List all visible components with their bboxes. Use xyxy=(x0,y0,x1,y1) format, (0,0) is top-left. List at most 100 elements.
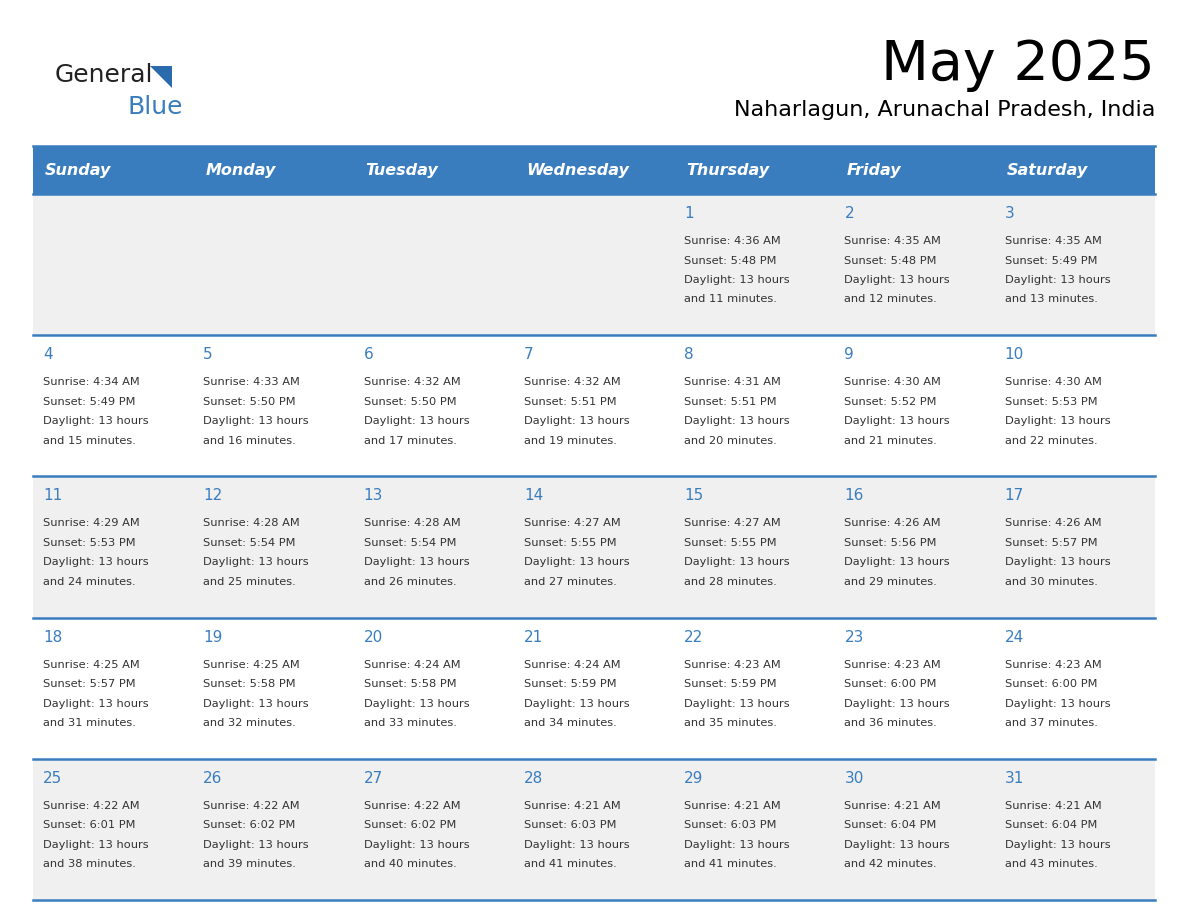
Text: 16: 16 xyxy=(845,488,864,503)
Text: 5: 5 xyxy=(203,347,213,363)
Text: Wednesday: Wednesday xyxy=(526,162,628,177)
Text: Sunrise: 4:22 AM: Sunrise: 4:22 AM xyxy=(364,800,460,811)
Text: 17: 17 xyxy=(1005,488,1024,503)
Text: Daylight: 13 hours: Daylight: 13 hours xyxy=(364,699,469,709)
Text: 20: 20 xyxy=(364,630,383,644)
Text: 30: 30 xyxy=(845,771,864,786)
Text: and 12 minutes.: and 12 minutes. xyxy=(845,295,937,305)
Text: 31: 31 xyxy=(1005,771,1024,786)
Text: Sunset: 6:00 PM: Sunset: 6:00 PM xyxy=(845,679,937,689)
Text: Sunrise: 4:24 AM: Sunrise: 4:24 AM xyxy=(524,660,620,669)
Text: Daylight: 13 hours: Daylight: 13 hours xyxy=(203,557,309,567)
Text: and 37 minutes.: and 37 minutes. xyxy=(1005,718,1098,728)
Text: and 29 minutes.: and 29 minutes. xyxy=(845,577,937,587)
Text: Sunrise: 4:33 AM: Sunrise: 4:33 AM xyxy=(203,377,301,387)
Text: Sunrise: 4:21 AM: Sunrise: 4:21 AM xyxy=(845,800,941,811)
Text: and 20 minutes.: and 20 minutes. xyxy=(684,436,777,446)
Text: Daylight: 13 hours: Daylight: 13 hours xyxy=(43,416,148,426)
Text: Sunset: 5:53 PM: Sunset: 5:53 PM xyxy=(1005,397,1098,407)
Text: Sunset: 6:03 PM: Sunset: 6:03 PM xyxy=(524,821,617,830)
Text: Sunrise: 4:34 AM: Sunrise: 4:34 AM xyxy=(43,377,140,387)
Text: Daylight: 13 hours: Daylight: 13 hours xyxy=(524,416,630,426)
Text: Sunrise: 4:32 AM: Sunrise: 4:32 AM xyxy=(524,377,620,387)
Text: Sunset: 5:48 PM: Sunset: 5:48 PM xyxy=(845,255,937,265)
Text: Sunset: 5:55 PM: Sunset: 5:55 PM xyxy=(684,538,777,548)
Text: Sunrise: 4:28 AM: Sunrise: 4:28 AM xyxy=(203,519,301,529)
Text: Daylight: 13 hours: Daylight: 13 hours xyxy=(684,275,790,285)
Text: Daylight: 13 hours: Daylight: 13 hours xyxy=(1005,840,1111,850)
Text: Daylight: 13 hours: Daylight: 13 hours xyxy=(364,416,469,426)
Text: Sunday: Sunday xyxy=(45,162,112,177)
Text: and 11 minutes.: and 11 minutes. xyxy=(684,295,777,305)
Text: Daylight: 13 hours: Daylight: 13 hours xyxy=(684,557,790,567)
Text: Daylight: 13 hours: Daylight: 13 hours xyxy=(43,699,148,709)
Text: and 35 minutes.: and 35 minutes. xyxy=(684,718,777,728)
Text: Daylight: 13 hours: Daylight: 13 hours xyxy=(524,699,630,709)
Text: Sunset: 6:01 PM: Sunset: 6:01 PM xyxy=(43,821,135,830)
Text: 14: 14 xyxy=(524,488,543,503)
Text: Sunset: 5:57 PM: Sunset: 5:57 PM xyxy=(43,679,135,689)
Text: and 34 minutes.: and 34 minutes. xyxy=(524,718,617,728)
Text: Friday: Friday xyxy=(846,162,901,177)
Text: Sunset: 5:48 PM: Sunset: 5:48 PM xyxy=(684,255,777,265)
Text: 6: 6 xyxy=(364,347,373,363)
Text: Daylight: 13 hours: Daylight: 13 hours xyxy=(684,840,790,850)
Bar xyxy=(33,618,1155,759)
Text: Daylight: 13 hours: Daylight: 13 hours xyxy=(43,557,148,567)
Text: and 26 minutes.: and 26 minutes. xyxy=(364,577,456,587)
Text: Thursday: Thursday xyxy=(687,162,770,177)
Text: and 17 minutes.: and 17 minutes. xyxy=(364,436,456,446)
Text: 18: 18 xyxy=(43,630,62,644)
Text: Daylight: 13 hours: Daylight: 13 hours xyxy=(845,840,950,850)
Text: Daylight: 13 hours: Daylight: 13 hours xyxy=(203,416,309,426)
Text: Daylight: 13 hours: Daylight: 13 hours xyxy=(845,275,950,285)
Text: Sunset: 5:56 PM: Sunset: 5:56 PM xyxy=(845,538,937,548)
Text: Sunset: 5:53 PM: Sunset: 5:53 PM xyxy=(43,538,135,548)
Text: Sunrise: 4:22 AM: Sunrise: 4:22 AM xyxy=(203,800,299,811)
Text: Sunset: 5:58 PM: Sunset: 5:58 PM xyxy=(364,679,456,689)
Text: and 39 minutes.: and 39 minutes. xyxy=(203,859,296,869)
Text: Daylight: 13 hours: Daylight: 13 hours xyxy=(524,840,630,850)
Text: and 15 minutes.: and 15 minutes. xyxy=(43,436,135,446)
Text: 23: 23 xyxy=(845,630,864,644)
Text: Daylight: 13 hours: Daylight: 13 hours xyxy=(524,557,630,567)
Text: and 16 minutes.: and 16 minutes. xyxy=(203,436,296,446)
Text: Sunrise: 4:23 AM: Sunrise: 4:23 AM xyxy=(684,660,781,669)
Text: and 40 minutes.: and 40 minutes. xyxy=(364,859,456,869)
Text: Sunrise: 4:22 AM: Sunrise: 4:22 AM xyxy=(43,800,140,811)
Text: 8: 8 xyxy=(684,347,694,363)
Text: 1: 1 xyxy=(684,206,694,221)
Text: Sunrise: 4:29 AM: Sunrise: 4:29 AM xyxy=(43,519,140,529)
Text: Sunrise: 4:23 AM: Sunrise: 4:23 AM xyxy=(845,660,941,669)
Text: Sunrise: 4:27 AM: Sunrise: 4:27 AM xyxy=(524,519,620,529)
Text: Daylight: 13 hours: Daylight: 13 hours xyxy=(1005,275,1111,285)
Text: Sunset: 6:03 PM: Sunset: 6:03 PM xyxy=(684,821,777,830)
Text: Sunset: 5:59 PM: Sunset: 5:59 PM xyxy=(524,679,617,689)
Bar xyxy=(33,476,1155,618)
Text: Blue: Blue xyxy=(127,95,183,119)
Text: 10: 10 xyxy=(1005,347,1024,363)
Text: Sunset: 5:49 PM: Sunset: 5:49 PM xyxy=(43,397,135,407)
Text: and 22 minutes.: and 22 minutes. xyxy=(1005,436,1098,446)
Text: Daylight: 13 hours: Daylight: 13 hours xyxy=(845,416,950,426)
Text: Daylight: 13 hours: Daylight: 13 hours xyxy=(364,840,469,850)
Text: 25: 25 xyxy=(43,771,62,786)
Text: 13: 13 xyxy=(364,488,383,503)
Text: and 43 minutes.: and 43 minutes. xyxy=(1005,859,1098,869)
Text: Sunrise: 4:26 AM: Sunrise: 4:26 AM xyxy=(845,519,941,529)
Text: Sunrise: 4:27 AM: Sunrise: 4:27 AM xyxy=(684,519,781,529)
Text: Sunrise: 4:31 AM: Sunrise: 4:31 AM xyxy=(684,377,781,387)
Bar xyxy=(33,194,1155,335)
Text: Sunset: 5:57 PM: Sunset: 5:57 PM xyxy=(1005,538,1098,548)
Text: Daylight: 13 hours: Daylight: 13 hours xyxy=(203,699,309,709)
Text: 22: 22 xyxy=(684,630,703,644)
Text: Sunrise: 4:21 AM: Sunrise: 4:21 AM xyxy=(524,800,620,811)
Text: 15: 15 xyxy=(684,488,703,503)
Text: Sunrise: 4:25 AM: Sunrise: 4:25 AM xyxy=(203,660,301,669)
Text: and 41 minutes.: and 41 minutes. xyxy=(684,859,777,869)
Text: Sunset: 6:00 PM: Sunset: 6:00 PM xyxy=(1005,679,1098,689)
Text: and 24 minutes.: and 24 minutes. xyxy=(43,577,135,587)
Text: Naharlagun, Arunachal Pradesh, India: Naharlagun, Arunachal Pradesh, India xyxy=(734,100,1155,120)
Text: and 36 minutes.: and 36 minutes. xyxy=(845,718,937,728)
Text: and 27 minutes.: and 27 minutes. xyxy=(524,577,617,587)
